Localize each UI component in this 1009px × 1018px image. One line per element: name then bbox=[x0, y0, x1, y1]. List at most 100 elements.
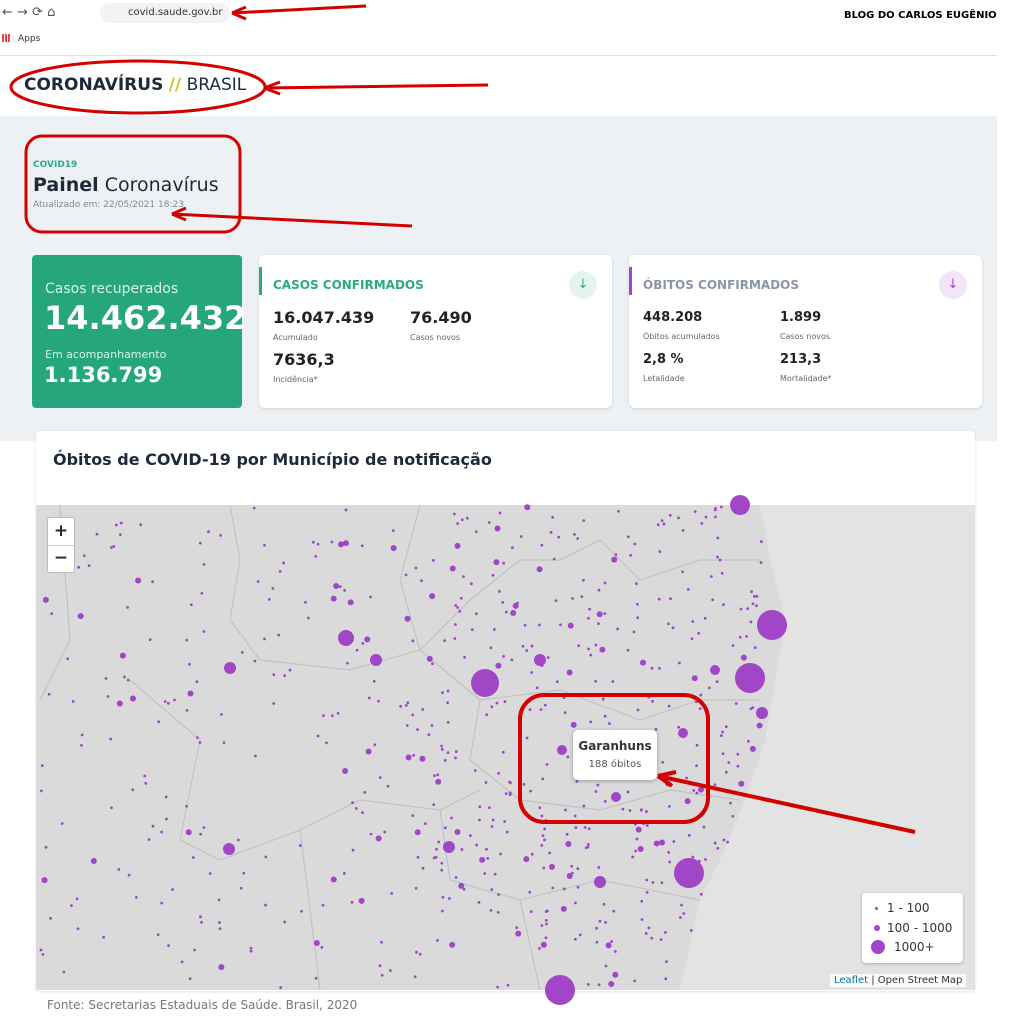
dot bbox=[690, 637, 694, 641]
url[interactable]: covid.saude.gov.br bbox=[128, 7, 223, 18]
dot bbox=[587, 647, 590, 651]
dot bbox=[745, 634, 748, 638]
dot bbox=[599, 646, 606, 653]
dot bbox=[612, 971, 619, 978]
dot bbox=[462, 575, 465, 579]
dot bbox=[459, 596, 463, 600]
legend-label: 100 - 1000 bbox=[887, 921, 953, 935]
dot bbox=[320, 945, 324, 949]
zoom-out[interactable]: − bbox=[53, 548, 69, 568]
label: Incidência* bbox=[273, 375, 318, 384]
dot bbox=[456, 522, 459, 525]
dot bbox=[493, 872, 497, 876]
dot bbox=[446, 689, 450, 693]
dot bbox=[188, 977, 192, 981]
dot bbox=[503, 820, 507, 823]
value: 7636,3 bbox=[273, 350, 335, 369]
dot bbox=[677, 516, 680, 520]
dot bbox=[330, 540, 334, 544]
dot bbox=[541, 777, 545, 781]
label: Casos novos bbox=[410, 333, 461, 342]
dot bbox=[102, 935, 105, 939]
dot bbox=[596, 783, 600, 787]
dot bbox=[104, 677, 108, 680]
dot bbox=[151, 580, 154, 584]
cases-toggle[interactable]: ↓ bbox=[569, 271, 597, 299]
dot bbox=[40, 764, 44, 768]
apps-icon[interactable] bbox=[2, 34, 10, 42]
dot bbox=[486, 857, 490, 860]
annotation-arrow bbox=[263, 83, 489, 90]
dot bbox=[272, 673, 276, 677]
deaths-toggle[interactable]: ↓ bbox=[939, 271, 967, 299]
dot bbox=[510, 658, 514, 662]
dot bbox=[645, 810, 648, 813]
big-dots bbox=[223, 495, 787, 1005]
dot bbox=[347, 599, 354, 606]
dot bbox=[454, 604, 458, 607]
dot bbox=[441, 691, 444, 695]
dot bbox=[695, 791, 699, 795]
dot bbox=[454, 829, 461, 836]
dot bbox=[759, 540, 763, 543]
dot bbox=[640, 659, 647, 666]
dot bbox=[123, 675, 126, 679]
dot bbox=[440, 748, 444, 751]
dot bbox=[282, 561, 286, 565]
dot bbox=[612, 909, 616, 913]
dot bbox=[416, 855, 420, 859]
dot bbox=[378, 964, 382, 968]
apps[interactable]: Apps bbox=[18, 34, 41, 44]
dot bbox=[364, 636, 371, 643]
dot bbox=[626, 535, 630, 539]
dot bbox=[587, 616, 590, 620]
logo[interactable]: CORONAVÍRUS // BRASIL bbox=[24, 75, 246, 95]
dot bbox=[650, 936, 654, 940]
dot bbox=[423, 822, 427, 826]
dot bbox=[388, 969, 392, 972]
dot bbox=[90, 858, 97, 865]
dot bbox=[661, 760, 665, 764]
dot bbox=[508, 780, 511, 784]
dot bbox=[485, 847, 488, 851]
dot bbox=[267, 597, 271, 601]
dot bbox=[650, 666, 654, 670]
dot bbox=[501, 750, 505, 754]
url-bar[interactable] bbox=[100, 3, 230, 23]
attribution: Leaflet | Open Street Map bbox=[830, 974, 967, 987]
dot bbox=[330, 714, 334, 718]
dot bbox=[726, 840, 730, 844]
leaflet-link[interactable]: Leaflet bbox=[834, 975, 869, 986]
dot bbox=[734, 702, 738, 705]
recovered-label: Casos recuperados bbox=[45, 281, 179, 297]
dot bbox=[195, 680, 199, 684]
dot bbox=[71, 699, 75, 703]
dot bbox=[218, 927, 222, 931]
dot bbox=[460, 518, 464, 522]
dots bbox=[39, 504, 773, 989]
nav-icons[interactable]: ← → ⟳ ⌂ bbox=[2, 5, 56, 20]
value: 448.208 bbox=[643, 310, 703, 325]
dot bbox=[283, 674, 287, 678]
dot bbox=[687, 834, 691, 837]
dot bbox=[491, 818, 495, 822]
dot bbox=[545, 922, 548, 926]
zoom-in[interactable]: + bbox=[48, 518, 74, 546]
dot bbox=[538, 806, 542, 810]
dot bbox=[551, 515, 555, 519]
dot bbox=[564, 808, 567, 812]
dot bbox=[453, 637, 457, 640]
dot bbox=[756, 722, 763, 729]
dot bbox=[342, 540, 349, 547]
dot bbox=[333, 583, 340, 590]
dot bbox=[496, 911, 500, 914]
dot bbox=[677, 661, 681, 665]
dot bbox=[160, 901, 164, 905]
dot bbox=[456, 606, 460, 609]
dot bbox=[426, 655, 433, 662]
dot bbox=[143, 774, 147, 778]
dot bbox=[431, 559, 435, 562]
dot bbox=[707, 686, 711, 690]
dot bbox=[440, 861, 444, 865]
